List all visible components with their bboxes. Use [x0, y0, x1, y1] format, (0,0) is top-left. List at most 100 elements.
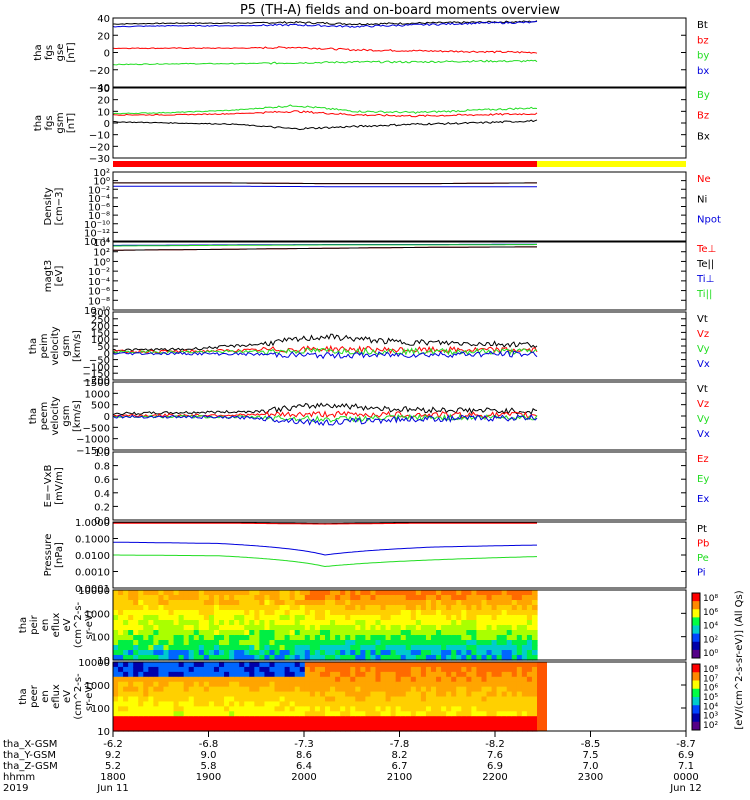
spectrogram-cell: [420, 605, 427, 611]
spectrogram-cell: [491, 645, 498, 651]
spectrogram-cell: [390, 696, 397, 703]
spectrogram-cell: [521, 686, 528, 693]
spectrogram-cell: [279, 595, 286, 601]
spectrogram-cell: [446, 711, 452, 717]
spectrogram-cell: [279, 625, 286, 631]
spectrogram-cell: [158, 671, 165, 678]
spectrogram-cell: [284, 640, 291, 646]
spectrogram-cell: [208, 686, 215, 693]
spectrogram-cell: [299, 625, 306, 631]
xaxis-row-label: tha_Z-GSM: [3, 761, 58, 772]
spectrogram-cell: [461, 605, 467, 611]
spectrogram-cell: [476, 676, 483, 683]
spectrogram-cell: [173, 701, 180, 707]
spectrogram-cell: [188, 635, 195, 641]
spectrogram-cell: [375, 625, 382, 631]
spectrogram-cell: [415, 640, 422, 646]
spectrogram-cell: [375, 640, 382, 646]
spectrogram-cell: [113, 716, 119, 722]
spectrogram-cell: [264, 716, 271, 722]
ytick-label: 10000: [78, 658, 110, 669]
spectrogram-cell: [208, 691, 215, 698]
spectrogram-cell: [456, 701, 462, 707]
spectrogram-cell: [431, 716, 437, 722]
spectrogram-cell: [168, 650, 175, 656]
spectrogram-cell: [133, 691, 139, 698]
spectrogram-cell: [496, 590, 503, 596]
spectrogram-cell: [410, 696, 417, 703]
spectrogram-cell: [158, 645, 165, 651]
spectrogram-cell: [511, 696, 518, 703]
spectrogram-cell: [476, 655, 483, 661]
spectrogram-cell: [526, 721, 533, 727]
spectrogram-cell: [118, 711, 124, 717]
spectrogram-cell: [451, 706, 457, 712]
spectrogram-cell: [173, 635, 180, 641]
spectrogram-cell: [113, 686, 119, 693]
spectrogram-cell: [436, 605, 442, 611]
spectrogram-cell: [319, 595, 326, 601]
spectrogram-cell: [451, 645, 457, 651]
spectrogram-cell: [289, 701, 296, 707]
state-bar-yellow: [537, 161, 686, 167]
spectrogram-cell: [420, 655, 427, 661]
spectrogram-cell: [319, 600, 326, 606]
spectrogram-cell: [340, 721, 346, 727]
spectrogram-cell: [461, 706, 467, 712]
spectrogram-cell: [289, 650, 296, 656]
spectrogram-cell: [456, 640, 462, 646]
spectrogram-cell: [330, 620, 336, 626]
spectrogram-cell: [415, 696, 422, 703]
spectrogram-cell: [289, 726, 296, 732]
spectrogram-cell: [234, 605, 240, 611]
ytick-label: 0.4: [94, 489, 110, 500]
spectrogram-cell: [335, 676, 341, 683]
spectrogram-cell: [193, 595, 200, 601]
spectrogram-cell: [224, 681, 230, 688]
spectrogram-cell: [350, 600, 356, 606]
spectrogram-cell: [309, 691, 316, 698]
spectrogram-cell: [521, 620, 528, 626]
spectrogram-cell: [219, 696, 225, 703]
spectrogram-cell: [355, 701, 361, 707]
spectrogram-cell: [274, 681, 281, 688]
spectrogram-cell: [239, 655, 245, 661]
spectrogram-cell: [405, 645, 412, 651]
spectrogram-cell: [224, 595, 230, 601]
spectrogram-cell: [521, 716, 528, 722]
ylabel-line: gsm: [61, 335, 72, 356]
spectrogram-cell: [491, 662, 498, 668]
spectrogram-cell: [476, 691, 483, 698]
spectrogram-cell: [425, 640, 432, 646]
spectrogram-cell: [224, 676, 230, 683]
spectrogram-cell: [461, 681, 467, 688]
spectrogram-cell: [279, 662, 286, 668]
spectrogram-cell: [319, 706, 326, 712]
spectrogram-cell: [133, 635, 139, 641]
spectrogram-cell: [148, 605, 154, 611]
spectrogram-cell: [390, 721, 397, 727]
spectrogram-cell: [148, 711, 154, 717]
spectrogram-cell: [526, 666, 533, 673]
spectrogram-cell: [118, 691, 124, 698]
spectrogram-cell: [471, 595, 478, 601]
spectrogram-cell: [193, 630, 200, 636]
spectrogram-cell: [365, 716, 372, 722]
spectrogram-cell: [113, 635, 119, 641]
spectrogram-cell: [319, 640, 326, 646]
spectrogram-cell: [304, 676, 311, 683]
spectrogram-cell: [360, 686, 366, 693]
spectrogram-cell: [425, 620, 432, 626]
spectrogram-cell: [254, 595, 260, 601]
spectrogram-cell: [486, 625, 493, 631]
spectrogram-cell: [173, 655, 180, 661]
ytick-label: 10⁻¹⁴: [84, 237, 110, 248]
spectrogram-cell: [208, 630, 215, 636]
spectrogram-cell: [274, 691, 281, 698]
spectrogram-cell: [289, 716, 296, 722]
spectrogram-cell: [385, 595, 392, 601]
spectrogram-cell: [436, 640, 442, 646]
spectrogram-cell: [178, 615, 185, 621]
spectrogram-cell: [390, 635, 397, 641]
